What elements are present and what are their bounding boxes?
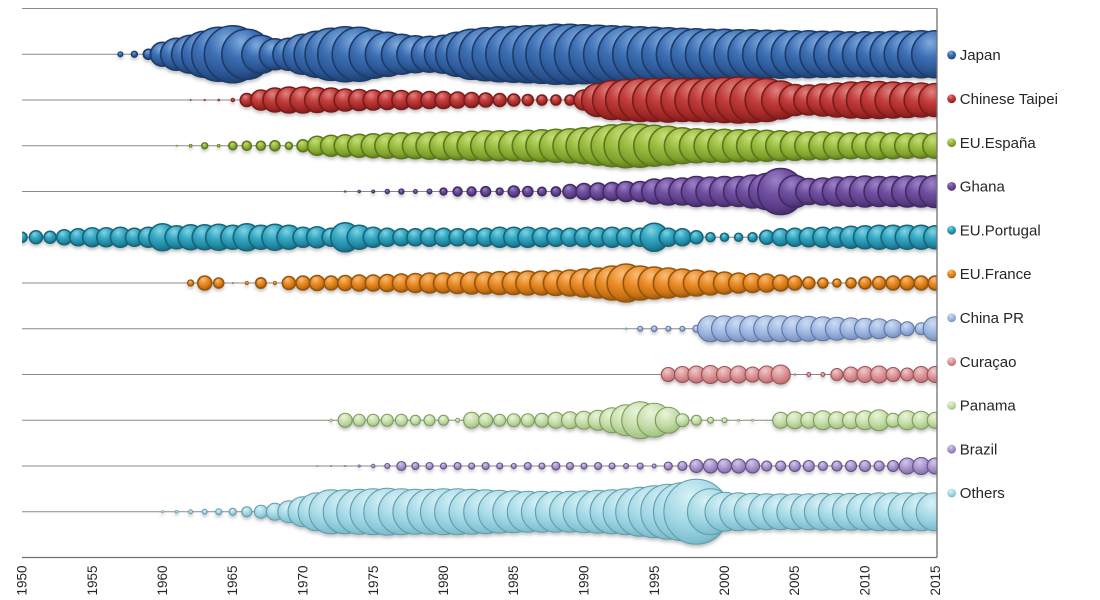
svg-text:1950: 1950 bbox=[15, 565, 30, 595]
svg-text:Panama: Panama bbox=[960, 398, 1017, 415]
svg-text:Ghana: Ghana bbox=[960, 179, 1006, 196]
svg-text:Others: Others bbox=[960, 485, 1005, 502]
svg-text:1985: 1985 bbox=[506, 565, 521, 595]
svg-text:Chinese Taipei: Chinese Taipei bbox=[960, 91, 1058, 108]
svg-text:EU.España: EU.España bbox=[960, 135, 1037, 152]
svg-text:1965: 1965 bbox=[225, 565, 240, 595]
svg-text:1995: 1995 bbox=[647, 565, 662, 595]
svg-text:1990: 1990 bbox=[577, 565, 592, 595]
svg-text:1975: 1975 bbox=[366, 565, 381, 595]
svg-text:1960: 1960 bbox=[155, 565, 170, 595]
svg-text:China PR: China PR bbox=[960, 310, 1024, 327]
svg-text:2010: 2010 bbox=[858, 565, 873, 595]
svg-text:EU.Portugal: EU.Portugal bbox=[960, 222, 1041, 239]
svg-text:Brazil: Brazil bbox=[960, 441, 998, 458]
svg-text:2000: 2000 bbox=[717, 565, 732, 595]
svg-text:1980: 1980 bbox=[436, 565, 451, 595]
svg-text:Curaçao: Curaçao bbox=[960, 354, 1017, 371]
svg-text:2015: 2015 bbox=[928, 565, 943, 595]
svg-text:1970: 1970 bbox=[296, 565, 311, 595]
svg-text:1955: 1955 bbox=[85, 565, 100, 595]
svg-text:Japan: Japan bbox=[960, 47, 1001, 64]
svg-text:EU.France: EU.France bbox=[960, 266, 1032, 283]
svg-text:2005: 2005 bbox=[787, 565, 802, 595]
